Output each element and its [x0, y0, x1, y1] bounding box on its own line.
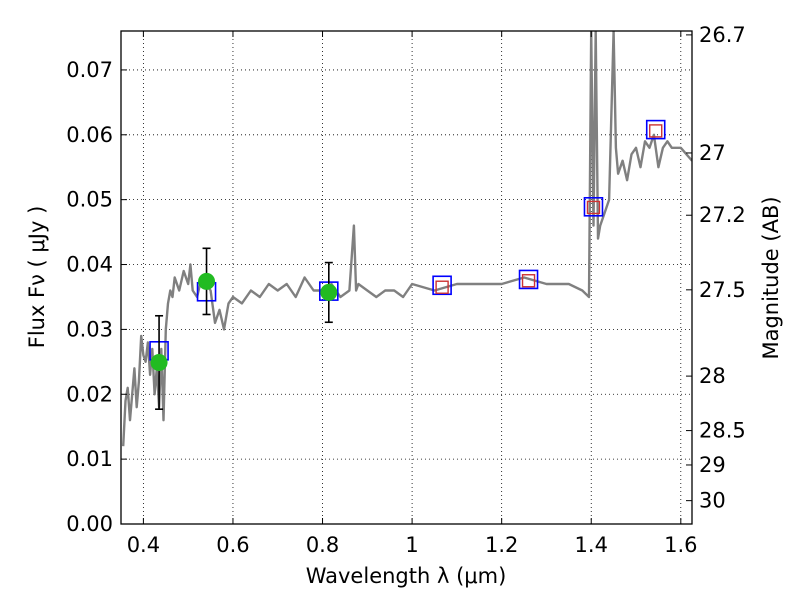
y-tick-label: 0.04 [66, 253, 113, 277]
x-tick-label: 0.8 [306, 533, 339, 557]
y-tick-label: 0.01 [66, 447, 113, 471]
y-tick-label: 0.06 [66, 123, 113, 147]
photometry-points [150, 247, 338, 410]
sed-line [122, 31, 692, 447]
model-flux-box [518, 269, 539, 290]
axis-ticks: 0.4 0.6 0.8 1 1.2 1.4 1.6 0.00 0.01 0.02 0.03 0.04 0… [66, 23, 746, 557]
right-tick-label: 27 [699, 141, 726, 165]
photometry-point [320, 283, 338, 301]
right-tick-label: 27.5 [699, 278, 746, 302]
right-tick-label: 26.7 [699, 23, 746, 47]
model-flux-box [432, 275, 452, 296]
sed-series [122, 31, 692, 447]
x-axis-label: Wavelength λ (μm) [306, 564, 507, 588]
model-flux-box [645, 119, 666, 140]
photometry-point [198, 272, 216, 290]
observed-flux-box [521, 274, 536, 288]
right-tick-label: 27.2 [699, 203, 746, 227]
x-tick-label: 0.6 [216, 533, 249, 557]
y-tick-label: 0.03 [66, 317, 113, 341]
right-tick-label: 29 [699, 453, 726, 477]
y-tick-label: 0.02 [66, 382, 113, 406]
x-tick-label: 1 [405, 533, 418, 557]
y-tick-label: 0.05 [66, 188, 113, 212]
x-tick-label: 1.6 [664, 533, 697, 557]
y-axis-label: Flux Fν ( μJy ) [25, 206, 49, 349]
x-tick-label: 0.4 [127, 533, 160, 557]
right-tick-label: 28 [699, 364, 726, 388]
x-tick-label: 1.4 [575, 533, 608, 557]
model-flux-box [583, 196, 604, 217]
plot-frame [120, 30, 693, 525]
flux-boxes [149, 119, 666, 361]
observed-flux-box [586, 200, 601, 215]
right-tick-label: 30 [699, 489, 726, 513]
y-tick-label: 0.07 [66, 58, 113, 82]
y-right-axis-label: Magnitude (AB) [759, 196, 783, 359]
observed-flux-box [435, 280, 449, 294]
observed-flux-box [649, 124, 663, 138]
right-tick-label: 28.5 [699, 419, 746, 443]
y-tick-label: 0.00 [66, 512, 113, 536]
photometry-point [150, 353, 168, 371]
x-tick-label: 1.2 [485, 533, 518, 557]
